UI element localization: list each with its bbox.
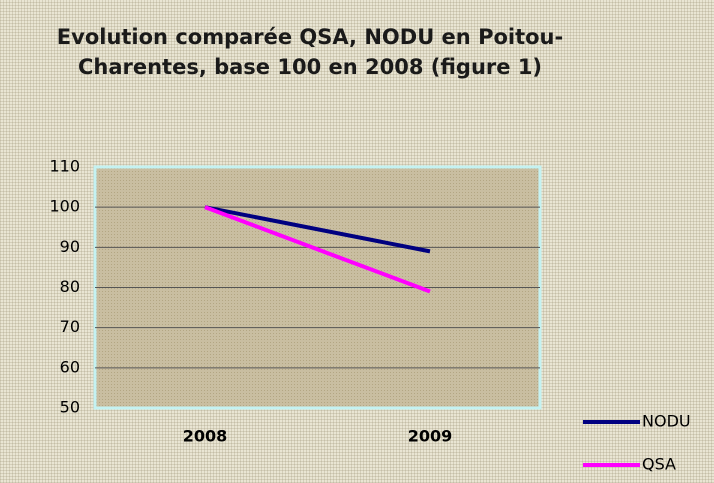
x-tick-label: 2009 (408, 427, 453, 446)
y-tick-label: 70 (60, 317, 80, 336)
y-tick-label: 90 (60, 237, 80, 256)
chart-title: Evolution comparée QSA, NODU en Poitou-C… (56, 25, 564, 79)
y-tick-label: 80 (60, 277, 80, 296)
series-line (204, 205, 431, 294)
y-tick-label: 100 (49, 197, 80, 216)
legend-label: NODU (642, 412, 691, 431)
y-tick-label: 110 (49, 157, 80, 176)
y-tick-label: 60 (60, 357, 80, 376)
x-tick-label: 2008 (183, 427, 228, 446)
series-line (204, 205, 431, 254)
legend-label: QSA (642, 455, 676, 474)
y-tick-label: 50 (60, 398, 80, 417)
